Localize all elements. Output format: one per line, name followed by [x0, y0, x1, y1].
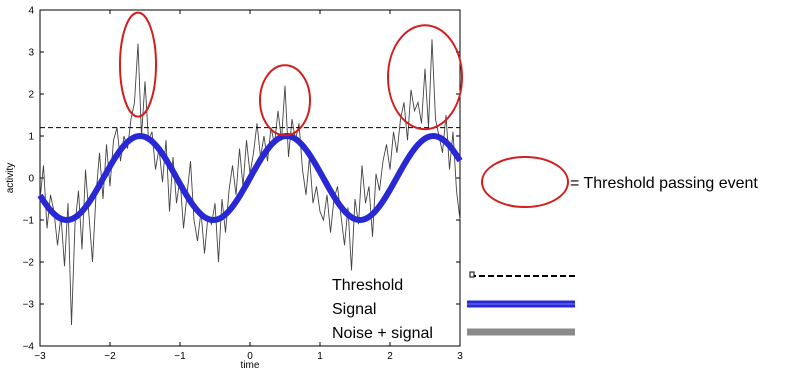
y-tick-label: 3: [28, 48, 34, 59]
x-tick-label: 0: [247, 351, 253, 362]
legend-label-noise: Noise + signal: [332, 325, 433, 342]
x-axis: −3 −2 −1 0 1 2 3: [34, 10, 463, 362]
legend-label-threshold: Threshold: [332, 277, 403, 294]
legend-swatch-threshold-marker: [469, 271, 475, 278]
legend: Threshold Signal Noise + signal: [332, 271, 575, 342]
x-tick-label: 1: [317, 351, 323, 362]
legend-label-signal: Signal: [332, 301, 376, 318]
y-tick-label: −2: [23, 258, 35, 269]
y-tick-label: −3: [23, 300, 35, 311]
y-axis: −4 −3 −2 −1 0 1 2 3 4: [23, 6, 460, 353]
series-signal: [37, 132, 463, 224]
threshold-event-ellipse: [119, 11, 157, 118]
x-tick-label: −2: [104, 351, 116, 362]
series-layer: [37, 39, 463, 326]
x-tick-label: −1: [174, 351, 186, 362]
y-tick-label: 0: [28, 174, 34, 185]
x-tick-label: 2: [387, 351, 393, 362]
threshold-events: [119, 11, 463, 137]
annotation: = Threshold passing event: [481, 156, 758, 208]
annotation-text: = Threshold passing event: [570, 175, 758, 192]
threshold-event-ellipse: [387, 24, 463, 131]
y-tick-label: −1: [23, 216, 35, 227]
y-tick-label: −4: [23, 342, 35, 353]
x-axis-label: time: [241, 360, 260, 371]
threshold-event-ellipse: [259, 64, 311, 137]
y-tick-label: 4: [28, 6, 34, 17]
y-tick-label: 1: [28, 132, 34, 143]
y-axis-label: activity: [5, 163, 16, 194]
x-tick-label: −3: [34, 351, 46, 362]
x-tick-label: 3: [457, 351, 463, 362]
y-tick-label: 2: [28, 90, 34, 101]
threshold-event-key-ellipse: [481, 156, 569, 208]
